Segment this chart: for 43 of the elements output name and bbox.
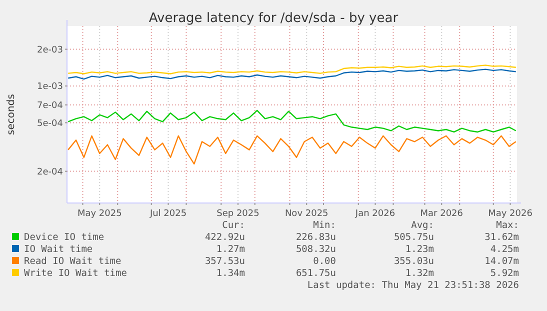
text: Min: bbox=[313, 220, 336, 231]
x-tick-label: May 2025 bbox=[77, 209, 122, 219]
text: 4.25m bbox=[490, 244, 520, 255]
y-tick-label: 7e-04 bbox=[37, 101, 64, 112]
text: 505.75u bbox=[394, 232, 434, 243]
line-series bbox=[68, 68, 516, 80]
text: Last update: Thu May 21 23:51:38 2026 bbox=[307, 280, 520, 291]
text: 422.92u bbox=[204, 232, 245, 243]
legend-label: IO Wait time bbox=[24, 244, 93, 255]
text: Cur: bbox=[222, 220, 245, 231]
x-tick-label: Jul 2025 bbox=[148, 209, 187, 219]
text: 508.32u bbox=[296, 244, 336, 255]
text: 357.53u bbox=[204, 256, 245, 267]
x-tick-label: Mar 2026 bbox=[420, 209, 464, 219]
text: Max: bbox=[496, 220, 519, 231]
x-tick-label: Sep 2025 bbox=[216, 209, 260, 219]
legend-label: Write IO Wait time bbox=[24, 268, 128, 279]
y-tick-label: 2e-04 bbox=[37, 167, 64, 178]
text: 14.07m bbox=[484, 256, 520, 267]
line-series bbox=[68, 110, 516, 133]
line-series bbox=[68, 64, 516, 74]
text: 355.03u bbox=[394, 256, 434, 267]
text: 0.00 bbox=[313, 256, 336, 267]
y-tick-label: 1e-03 bbox=[37, 82, 63, 92]
x-tick-label: May 2026 bbox=[488, 209, 533, 219]
x-tick-label: Jan 2026 bbox=[354, 209, 396, 219]
legend-label: Device IO time bbox=[24, 232, 104, 243]
legend-label: Read IO Wait time bbox=[24, 256, 122, 267]
text: 1.32m bbox=[405, 268, 434, 279]
text: 31.62m bbox=[484, 232, 520, 243]
y-tick-label: 2e-03 bbox=[37, 45, 63, 56]
chart-title: Average latency for /dev/sda - by year bbox=[148, 11, 399, 26]
text: 226.83u bbox=[296, 232, 336, 243]
x-tick-label: Nov 2025 bbox=[284, 209, 328, 219]
line-series bbox=[68, 135, 516, 164]
text: 1.23m bbox=[405, 244, 434, 255]
text: 1.27m bbox=[216, 244, 246, 255]
text: Avg: bbox=[411, 220, 434, 231]
text: 5.92m bbox=[490, 268, 520, 279]
y-axis-title: seconds bbox=[6, 94, 17, 135]
text: 1.34m bbox=[216, 268, 246, 279]
text: 651.75u bbox=[296, 268, 336, 279]
y-tick-label: 5e-04 bbox=[37, 118, 64, 129]
